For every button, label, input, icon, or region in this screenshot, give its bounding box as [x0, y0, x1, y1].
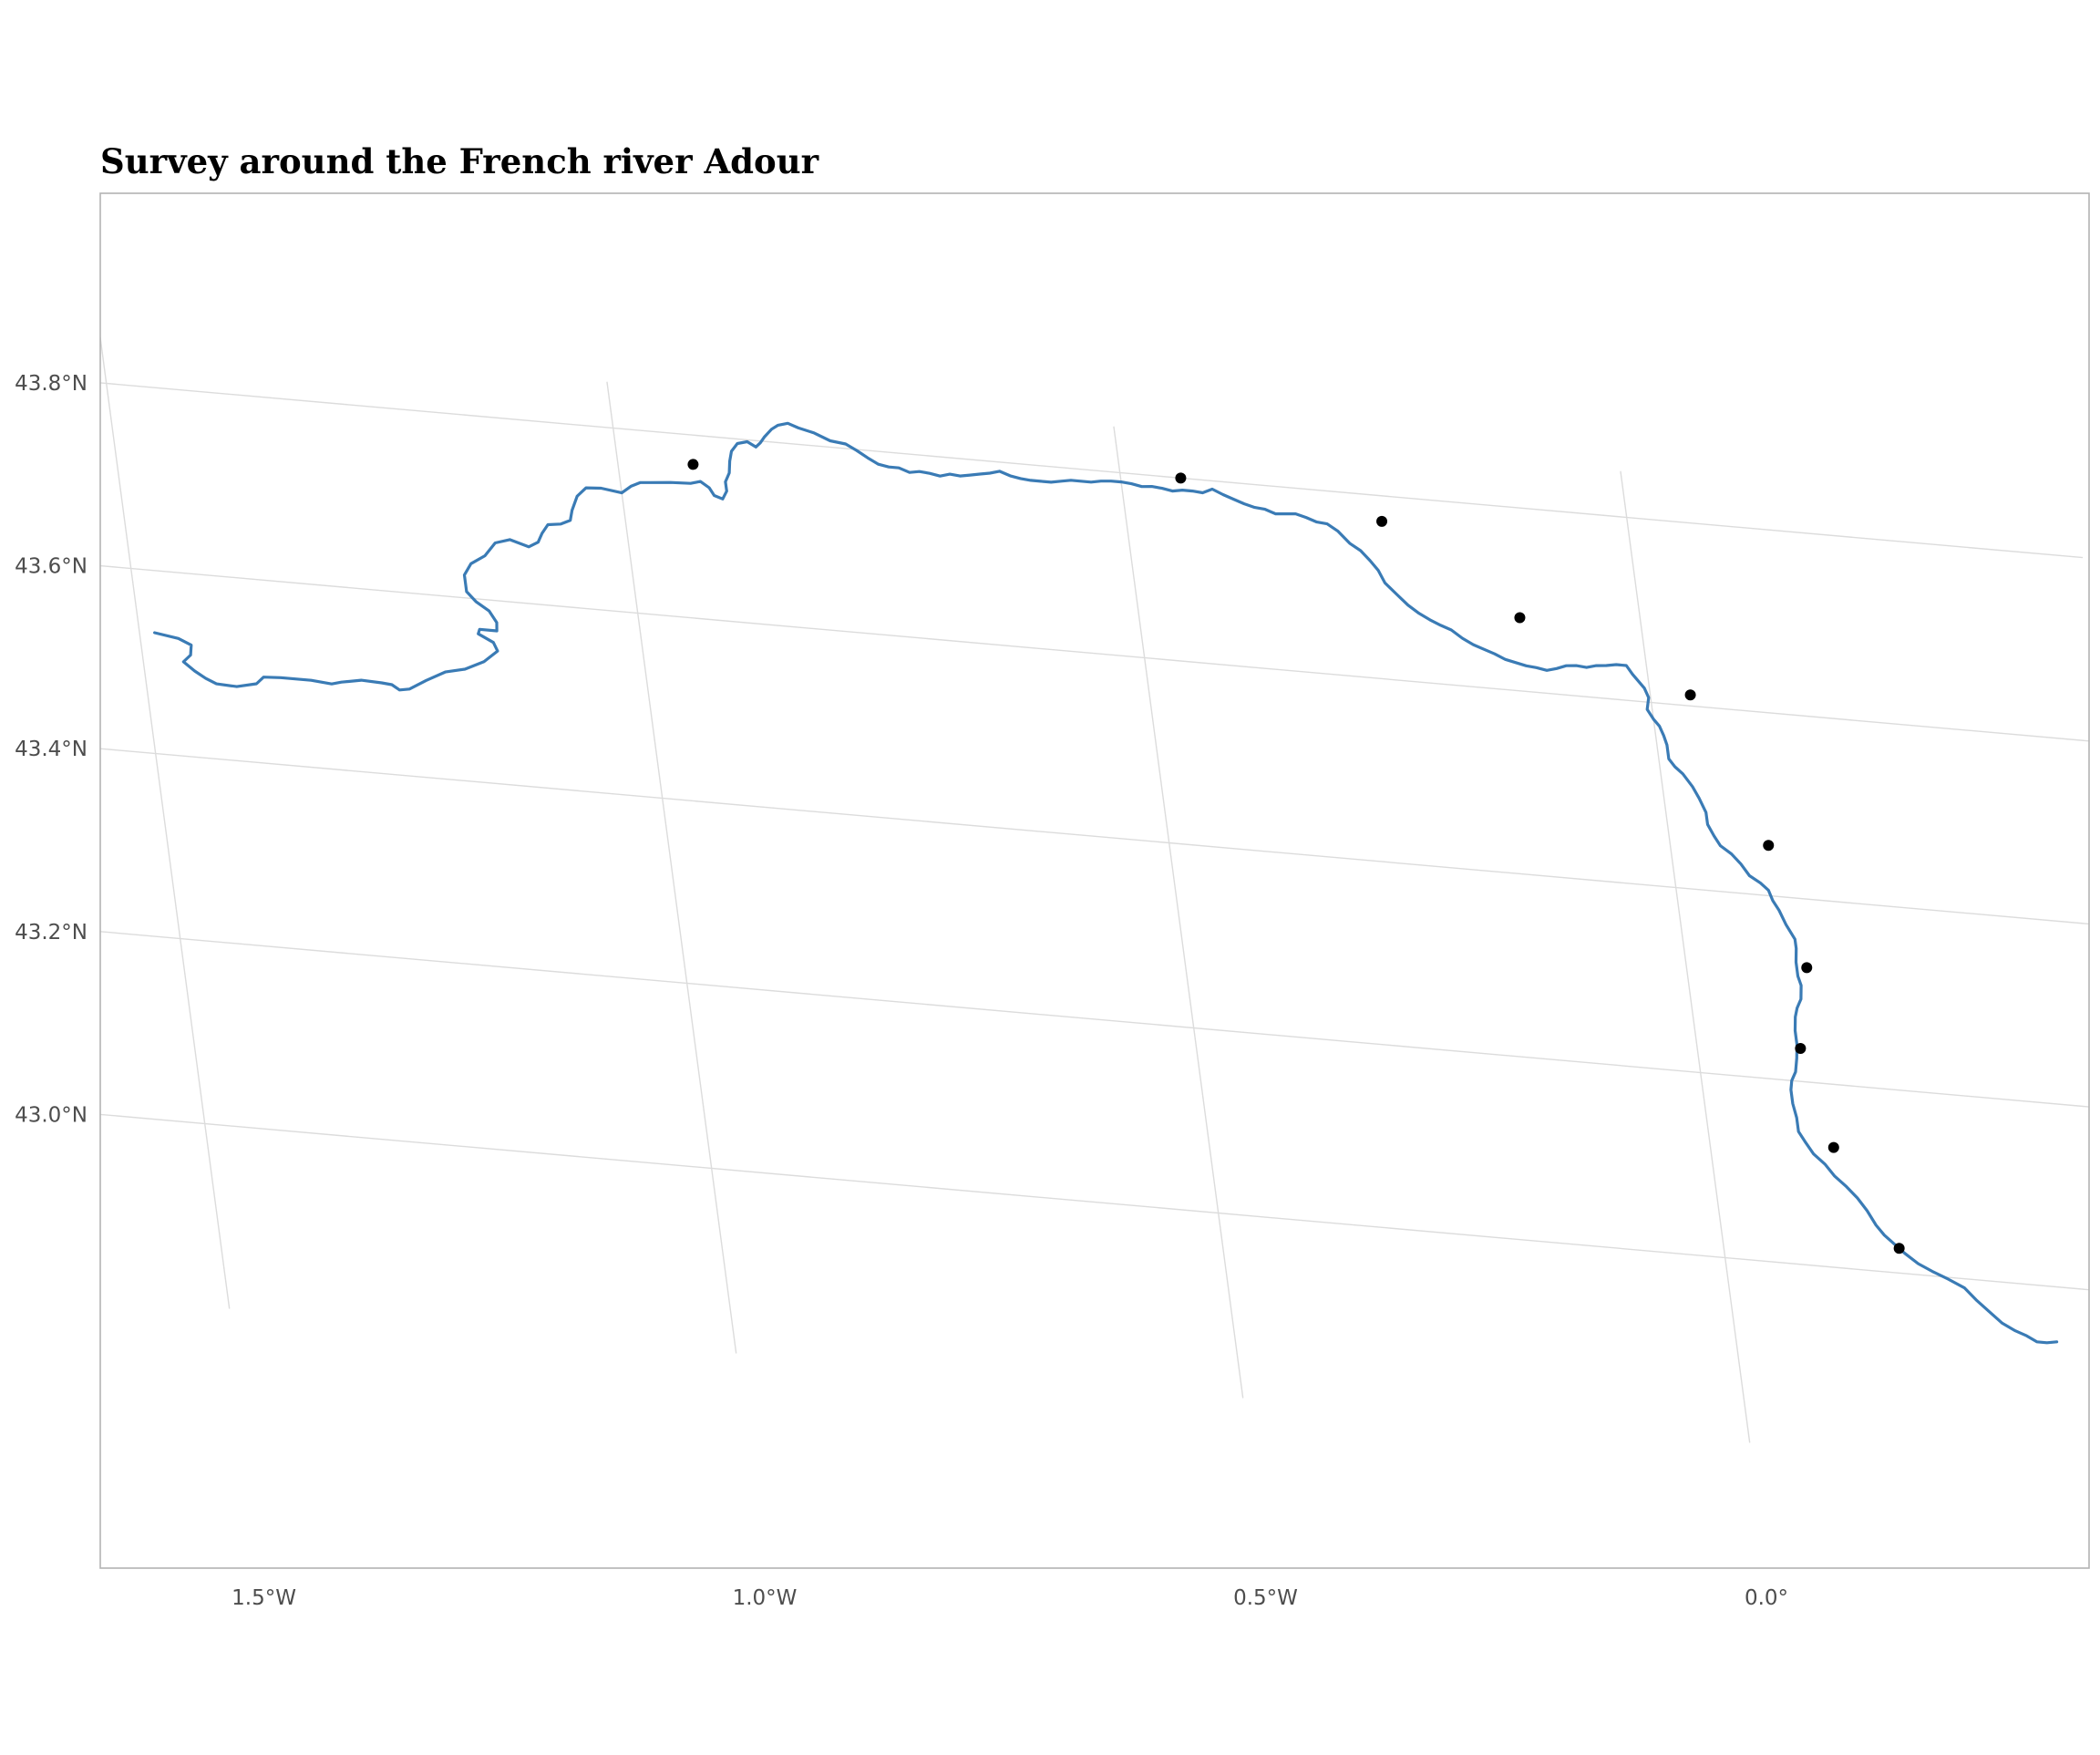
- survey-point: [1514, 612, 1526, 624]
- parallel-gridline: [100, 564, 2089, 742]
- longitude-tick-label: 1.0°W: [733, 1586, 798, 1610]
- latitude-tick-label: 43.4°N: [15, 738, 88, 761]
- meridian-gridline: [100, 336, 231, 1309]
- parallel-gridline: [100, 931, 2089, 1108]
- river-adour-line: [153, 421, 2059, 1345]
- survey-point: [1795, 1043, 1807, 1055]
- river-layer: [153, 421, 2059, 1345]
- survey-point: [1763, 840, 1775, 852]
- parallel-gridline: [100, 382, 2084, 559]
- survey-point: [687, 459, 699, 470]
- map-title: Survey around the French river Adour: [100, 141, 819, 181]
- survey-points-layer: [687, 459, 1905, 1254]
- panel-border: [99, 192, 2090, 1569]
- meridian-gridline: [1113, 426, 1244, 1399]
- survey-point: [1827, 1141, 1839, 1153]
- longitude-tick-label: 1.5°W: [232, 1586, 296, 1610]
- parallel-gridline: [100, 1113, 2089, 1291]
- survey-point: [1175, 472, 1187, 484]
- survey-point: [1801, 962, 1813, 974]
- meridian-gridline: [606, 381, 737, 1354]
- latitude-tick-label: 43.8°N: [15, 372, 88, 396]
- survey-point: [1893, 1243, 1905, 1254]
- longitude-tick-label: 0.5°W: [1233, 1586, 1298, 1610]
- parallel-gridline: [100, 748, 2089, 925]
- longitude-tick-label: 0.0°: [1745, 1586, 1788, 1610]
- meridian-gridline: [1620, 470, 1751, 1443]
- survey-point: [1684, 689, 1696, 701]
- latitude-tick-label: 43.6°N: [15, 555, 88, 579]
- survey-point: [1376, 515, 1388, 527]
- latitude-tick-label: 43.0°N: [15, 1103, 88, 1127]
- graticule: [100, 336, 2089, 1443]
- axis-labels: 1.5°W 1.0°W 0.5°W 0.0° 43.8°N 43.6°N 43.4°N 43.…: [15, 372, 1788, 1610]
- latitude-tick-label: 43.2°N: [15, 921, 88, 945]
